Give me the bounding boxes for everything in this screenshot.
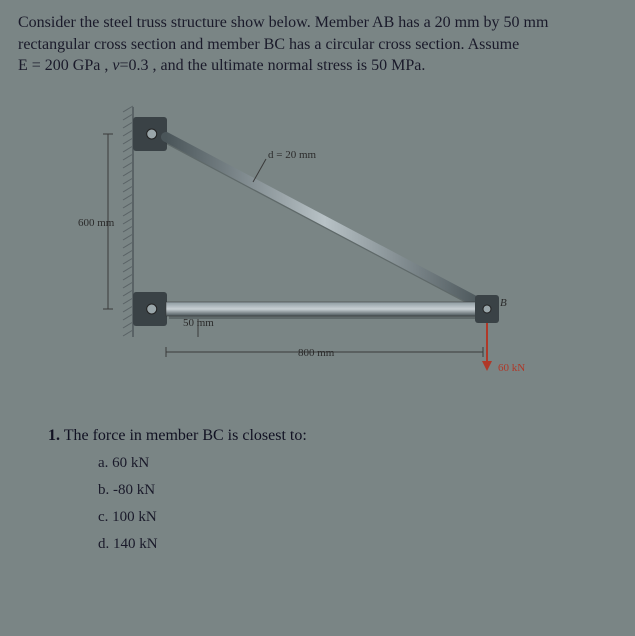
opt-id: c. bbox=[98, 509, 108, 525]
line3-prefix: E = 200 GPa , bbox=[18, 57, 112, 74]
opt-text: 100 kN bbox=[112, 509, 157, 525]
label-w: 800 mm bbox=[298, 347, 334, 359]
label-h: 600 mm bbox=[78, 217, 114, 229]
line1: Consider the steel truss structure show … bbox=[18, 14, 548, 31]
q-num: 1. bbox=[48, 427, 60, 444]
line3-rest: =0.3 , and the ultimate normal stress is… bbox=[119, 57, 425, 74]
option-c[interactable]: c. 100 kN bbox=[98, 509, 617, 526]
line2: rectangular cross section and member BC … bbox=[18, 36, 519, 53]
opt-text: 60 kN bbox=[112, 455, 149, 471]
truss-svg bbox=[38, 87, 598, 407]
label-d: d = 20 mm bbox=[268, 149, 316, 161]
q-text: The force in member BC is closest to: bbox=[64, 427, 307, 444]
opt-text: -80 kN bbox=[113, 482, 155, 498]
opt-text: 140 kN bbox=[113, 536, 158, 552]
opt-id: d. bbox=[98, 536, 109, 552]
label-load: 60 kN bbox=[498, 362, 525, 374]
problem-statement: Consider the steel truss structure show … bbox=[18, 12, 617, 77]
label-ab-offset: 50 mm bbox=[183, 317, 214, 329]
options-list: a. 60 kN b. -80 kN c. 100 kN d. 140 kN bbox=[98, 455, 617, 553]
option-d[interactable]: d. 140 kN bbox=[98, 536, 617, 553]
opt-id: a. bbox=[98, 455, 108, 471]
question-1: 1. The force in member BC is closest to: bbox=[48, 427, 617, 445]
opt-id: b. bbox=[98, 482, 109, 498]
label-B: B bbox=[500, 297, 507, 309]
option-b[interactable]: b. -80 kN bbox=[98, 482, 617, 499]
option-a[interactable]: a. 60 kN bbox=[98, 455, 617, 472]
truss-figure: d = 20 mm 600 mm 800 mm 50 mm B 60 kN bbox=[38, 87, 598, 407]
